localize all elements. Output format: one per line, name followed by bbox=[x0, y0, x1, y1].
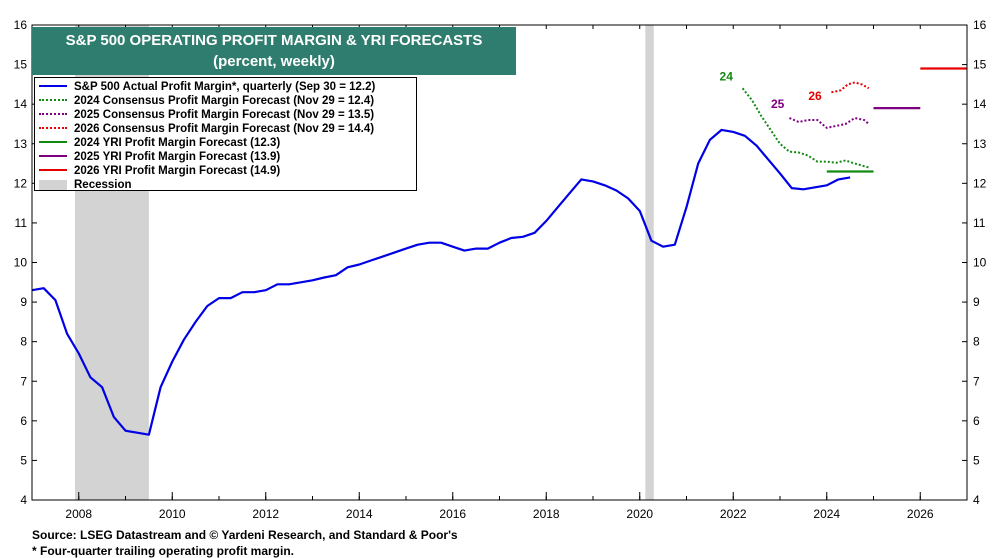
y-tick-label-right: 16 bbox=[973, 18, 987, 32]
x-tick-label: 2014 bbox=[346, 507, 373, 521]
y-tick-label-left: 12 bbox=[14, 176, 28, 190]
y-tick-label-left: 15 bbox=[14, 58, 28, 72]
y-tick-label-left: 8 bbox=[20, 335, 27, 349]
footnote: * Four-quarter trailing operating profit… bbox=[32, 544, 295, 558]
chart-subtitle: (percent, weekly) bbox=[213, 53, 335, 70]
y-tick-label-right: 5 bbox=[973, 453, 980, 467]
legend-item: Recession bbox=[39, 178, 132, 192]
legend-label: S&P 500 Actual Profit Margin*, quarterly… bbox=[74, 81, 376, 93]
x-tick-label: 2008 bbox=[65, 507, 92, 521]
legend-item: 2024 YRI Profit Margin Forecast (12.3) bbox=[39, 136, 280, 150]
series-lines bbox=[31, 67, 967, 436]
x-tick-label: 2018 bbox=[533, 507, 560, 521]
series-line-0 bbox=[31, 128, 851, 436]
x-tick-label: 2010 bbox=[159, 507, 186, 521]
x-axis: 2008 2010 2012 2014 2016 2018 2020 2022 2024 2026 bbox=[31, 25, 968, 521]
legend-label: 2024 Consensus Profit Margin Forecast (N… bbox=[74, 95, 375, 107]
legend-swatch bbox=[39, 140, 67, 143]
source-note: Source: LSEG Datastream and © Yardeni Re… bbox=[32, 528, 458, 542]
legend-item: 2025 YRI Profit Margin Forecast (13.9) bbox=[39, 150, 280, 164]
annotation-label-2: 26 bbox=[808, 89, 822, 103]
x-tick-label: 2024 bbox=[813, 507, 840, 521]
y-tick-label-left: 6 bbox=[20, 414, 27, 428]
legend-label: Recession bbox=[74, 179, 132, 191]
y-tick-label-left: 5 bbox=[20, 453, 27, 467]
y-tick-label-right: 7 bbox=[973, 374, 980, 388]
y-tick-label-right: 12 bbox=[973, 176, 987, 190]
legend-swatch bbox=[39, 98, 67, 101]
annotations: 24 25 26 bbox=[720, 69, 822, 111]
y-tick-label-left: 13 bbox=[14, 137, 28, 151]
legend-item: 2026 Consensus Profit Margin Forecast (N… bbox=[39, 122, 374, 136]
y-tick-label-right: 10 bbox=[973, 256, 987, 270]
y-tick-label-left: 11 bbox=[15, 216, 28, 230]
y-tick-label-right: 8 bbox=[973, 335, 980, 349]
legend: S&P 500 Actual Profit Margin*, quarterly… bbox=[34, 77, 417, 191]
legend-swatch bbox=[39, 168, 67, 171]
x-tick-label: 2022 bbox=[720, 507, 747, 521]
legend-label: 2026 YRI Profit Margin Forecast (14.9) bbox=[74, 165, 281, 177]
legend-swatch bbox=[39, 179, 67, 190]
series-line-3 bbox=[831, 81, 870, 94]
legend-item: S&P 500 Actual Profit Margin*, quarterly… bbox=[39, 80, 375, 94]
y-tick-label-left: 14 bbox=[14, 97, 28, 111]
y-tick-label-left: 10 bbox=[14, 256, 28, 270]
y-axis-right: 4 5 6 7 8 9 10 11 12 13 14 15 16 bbox=[962, 18, 987, 507]
y-tick-label-right: 13 bbox=[973, 137, 987, 151]
annotation-label-1: 25 bbox=[771, 97, 785, 111]
y-tick-label-right: 14 bbox=[973, 97, 987, 111]
series-line-2 bbox=[789, 117, 870, 129]
legend-label: 2026 Consensus Profit Margin Forecast (N… bbox=[74, 123, 375, 135]
legend-swatch bbox=[39, 126, 67, 129]
y-tick-label-right: 11 bbox=[973, 216, 986, 230]
y-tick-label-right: 9 bbox=[973, 295, 980, 309]
legend-label: 2024 YRI Profit Margin Forecast (12.3) bbox=[74, 137, 281, 149]
x-tick-label: 2012 bbox=[252, 507, 279, 521]
legend-swatch bbox=[39, 112, 67, 115]
y-tick-label-left: 7 bbox=[20, 374, 27, 388]
y-tick-label-right: 6 bbox=[973, 414, 980, 428]
legend-swatch bbox=[39, 154, 67, 157]
y-tick-label-left: 4 bbox=[20, 493, 27, 507]
x-tick-label: 2020 bbox=[626, 507, 653, 521]
legend-item: 2024 Consensus Profit Margin Forecast (N… bbox=[39, 94, 374, 108]
legend-swatch bbox=[39, 84, 67, 87]
y-tick-label-right: 15 bbox=[973, 58, 987, 72]
legend-item: 2026 YRI Profit Margin Forecast (14.9) bbox=[39, 164, 280, 178]
chart-title-box: S&P 500 OPERATING PROFIT MARGIN & YRI FO… bbox=[32, 27, 516, 75]
y-tick-label-left: 9 bbox=[20, 295, 27, 309]
legend-item: 2025 Consensus Profit Margin Forecast (N… bbox=[39, 108, 374, 122]
series-line-1 bbox=[741, 87, 870, 169]
y-axis-left: 4 5 6 7 8 9 10 11 12 13 14 15 16 bbox=[14, 18, 37, 507]
y-tick-label-right: 4 bbox=[973, 493, 980, 507]
chart-title: S&P 500 OPERATING PROFIT MARGIN & YRI FO… bbox=[65, 32, 483, 49]
y-tick-label-left: 16 bbox=[14, 18, 28, 32]
legend-label: 2025 Consensus Profit Margin Forecast (N… bbox=[74, 109, 375, 121]
recession-band-1 bbox=[645, 25, 654, 500]
x-tick-label: 2016 bbox=[439, 507, 466, 521]
annotation-label-0: 24 bbox=[720, 69, 734, 83]
x-tick-label: 2026 bbox=[907, 507, 934, 521]
legend-label: 2025 YRI Profit Margin Forecast (13.9) bbox=[74, 151, 281, 163]
